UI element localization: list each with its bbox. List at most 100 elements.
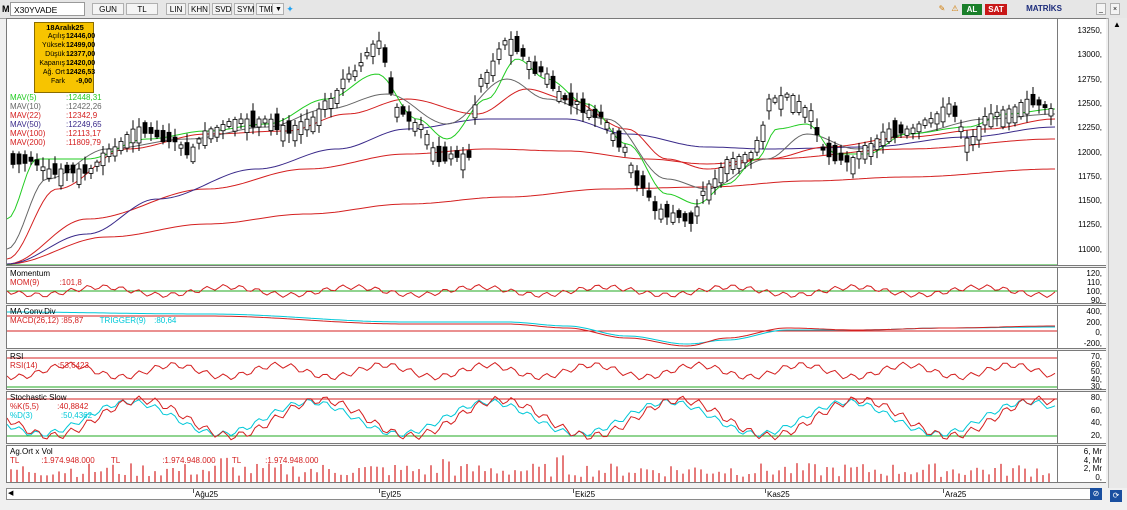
macd-chart[interactable]: [7, 306, 1058, 349]
twitter-icon[interactable]: ✦: [286, 4, 294, 14]
momentum-tick-label: 100,: [1086, 287, 1102, 296]
candle-body: [1024, 98, 1030, 115]
volume-panel[interactable]: Ag.Ort x Vol TL :1.974.948.000 TL :1.974…: [6, 445, 1058, 483]
candle-body: [862, 145, 868, 160]
candle-body: [268, 118, 274, 132]
macd-name: MACD(26,12): [10, 316, 59, 325]
warning-icon[interactable]: ⚠: [951, 4, 959, 13]
dropdown-icon[interactable]: ▼: [272, 3, 284, 15]
candle-body: [376, 40, 382, 49]
candle-body: [394, 106, 400, 118]
period-gun-button[interactable]: GUN: [92, 3, 124, 15]
momentum-chart[interactable]: [7, 268, 1058, 304]
macd-tick-label: 400,: [1086, 307, 1102, 316]
symbol-field[interactable]: X30YVADE: [10, 2, 85, 16]
brand-label: MATRİKS: [1026, 4, 1062, 13]
legend-value: :12113,17: [66, 129, 101, 138]
refresh-icon[interactable]: ⟳: [1110, 490, 1122, 502]
candle-body: [940, 106, 946, 123]
candle-body: [70, 164, 76, 174]
price-tick-label: 12250,: [1077, 123, 1102, 133]
candle-body: [730, 158, 736, 170]
legend-label: MAV(22): [10, 111, 41, 120]
volume-chart[interactable]: [7, 446, 1058, 483]
candle-body: [856, 151, 862, 160]
candle-body: [670, 212, 676, 223]
volume-labels: TL :1.974.948.000 TL :1.974.948.000 TL :…: [10, 456, 370, 465]
candle-body: [838, 152, 844, 161]
rsi-chart[interactable]: [7, 351, 1058, 390]
mom-value: :101,8: [59, 278, 82, 287]
date-tick: [573, 489, 574, 493]
stochastic-panel[interactable]: Stochastic Slow %K(5,5) :40,8842 %D(3) :…: [6, 391, 1058, 444]
info-row-diff: Fark -9,00: [35, 78, 93, 86]
candle-body: [748, 152, 754, 160]
rsi-panel[interactable]: RSI RSI(14) :53,6423: [6, 350, 1058, 390]
candle-body: [640, 175, 646, 189]
candle-body: [604, 122, 610, 130]
candle-body: [652, 201, 658, 212]
legend-mav10: MAV(10):12422,26: [10, 102, 102, 111]
pencil-icon[interactable]: ✎: [938, 4, 946, 13]
candle-body: [706, 183, 712, 201]
menu-button[interactable]: M: [2, 4, 10, 14]
candle-body: [814, 127, 820, 136]
legend-label: MAV(10): [10, 102, 41, 111]
volume-tick-label: 4, Mr: [1083, 455, 1102, 465]
stoch-tick-label: 20,: [1090, 430, 1102, 440]
scroll-up-icon[interactable]: ▲: [1113, 20, 1121, 29]
currency-tl-button[interactable]: TL: [126, 3, 158, 15]
khn-button[interactable]: KHN: [188, 3, 210, 15]
candle-body: [328, 97, 334, 109]
close-button[interactable]: ×: [1110, 3, 1120, 15]
price-chart[interactable]: [7, 19, 1058, 266]
candle-body: [718, 167, 724, 184]
minimize-button[interactable]: _: [1096, 3, 1106, 15]
info-value: 12426,53: [66, 69, 96, 76]
candle-body: [454, 150, 460, 158]
stochastic-chart[interactable]: [7, 392, 1058, 444]
candle-body: [1012, 106, 1018, 124]
date-tick: [943, 489, 944, 493]
linear-scale-button[interactable]: LIN: [166, 3, 186, 15]
legend-value: :12342,9: [66, 111, 98, 120]
ma10-line: [7, 78, 1055, 250]
info-row-low: Düşük 12377,00: [35, 51, 95, 59]
momentum-axis: 120, 110, 100, 90,: [1058, 267, 1106, 305]
candle-body: [556, 91, 562, 102]
candle-body: [880, 131, 886, 146]
candle-body: [634, 170, 640, 186]
candle-body: [208, 128, 214, 140]
candle-body: [22, 154, 28, 164]
candle-body: [514, 36, 520, 52]
candle-body: [382, 47, 388, 63]
info-row-open: Açılış 12446,00: [35, 33, 95, 41]
rsi-title: RSI: [10, 352, 24, 361]
svd-button[interactable]: SVD: [212, 3, 232, 15]
price-tick-label: 12750,: [1077, 74, 1102, 84]
zoom-icon[interactable]: ⊘: [1090, 488, 1102, 500]
candle-body: [478, 78, 484, 87]
candle-body: [436, 145, 442, 163]
scroll-left-icon[interactable]: ◀: [8, 490, 14, 497]
date-axis-scrollbar[interactable]: ◀ Ağu25 Eyl25 Eki25 Kas25 Ara25 ⊘: [6, 488, 1102, 500]
candle-body: [298, 121, 304, 136]
legend-mav5: MAV(5):12448,31: [10, 93, 102, 102]
sell-button[interactable]: SAT: [985, 4, 1007, 15]
candle-body: [946, 103, 952, 115]
sym-button[interactable]: SYM: [234, 3, 254, 15]
candle-body: [118, 140, 124, 151]
price-tick-label: 11000,: [1078, 244, 1102, 254]
price-panel[interactable]: [6, 18, 1058, 266]
candle-body: [334, 89, 340, 104]
candle-body: [292, 124, 298, 142]
candle-body: [754, 140, 760, 153]
vol-value-1: :1.974.948.000: [41, 456, 95, 465]
ma-legend: MAV(5):12448,31 MAV(10):12422,26 MAV(22)…: [6, 93, 146, 149]
candle-body: [28, 156, 34, 162]
candle-body: [346, 73, 352, 80]
candle-body: [736, 156, 742, 169]
macd-panel[interactable]: MA Conv.Div MACD(26,12) :85,87 TRIGGER(9…: [6, 305, 1058, 349]
momentum-panel[interactable]: Momentum MOM(9) :101,8: [6, 267, 1058, 304]
buy-button[interactable]: AL: [962, 4, 982, 15]
